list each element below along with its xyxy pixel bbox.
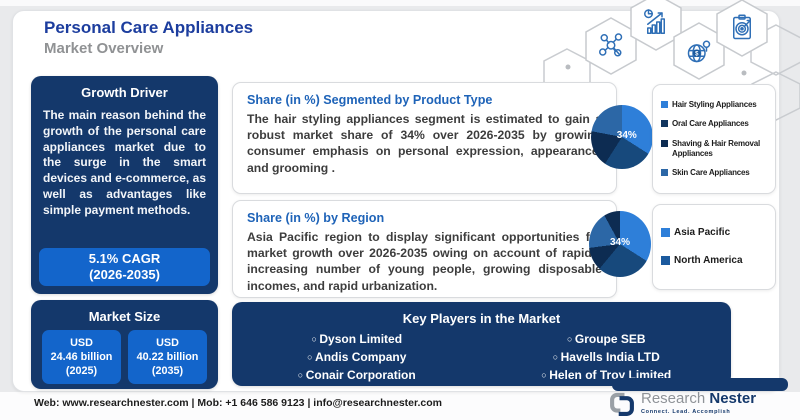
legend-item: Skin Care Appliances <box>661 168 767 178</box>
legend-swatch <box>661 120 668 128</box>
legend-item: Shaving & Hair Removal Appliances <box>661 139 767 159</box>
key-players-title: Key Players in the Market <box>402 311 561 326</box>
legend-label: Hair Styling Appliances <box>672 100 757 110</box>
key-player-item: Conair Corporation <box>232 366 482 384</box>
value-2035: 40.22 billion <box>136 350 199 363</box>
key-player-item: Dyson Limited <box>232 330 482 348</box>
cagr-period: (2026-2035) <box>89 267 160 282</box>
legend-label: Oral Care Appliances <box>672 119 749 129</box>
region-body: Asia Pacific region to display significa… <box>247 230 602 293</box>
logo-accent-bar <box>612 378 788 391</box>
product-type-pie-chart: 34% <box>591 105 653 169</box>
currency-label: USD <box>156 336 179 349</box>
svg-text:$: $ <box>695 52 699 58</box>
research-nester-logo: Research Nester Connect. Lead. Accomplis… <box>608 390 757 417</box>
legend-label: North America <box>674 254 743 266</box>
market-size-2025: USD 24.46 billion (2025) <box>42 330 121 384</box>
logo-brackets-icon <box>610 392 634 416</box>
key-players-column-2: Groupe SEB Havells India LTD Helen of Tr… <box>482 330 732 384</box>
cagr-badge: 5.1% CAGR (2026-2035) <box>39 248 210 286</box>
growth-driver-title: Growth Driver <box>81 85 168 100</box>
region-pie-chart: 34% <box>589 211 651 277</box>
growth-driver-panel: Growth Driver The main reason behind the… <box>31 76 218 294</box>
legend-swatch <box>661 139 668 147</box>
logo-text-research: Research <box>641 390 706 407</box>
legend-swatch <box>661 227 670 237</box>
growth-chart-icon <box>641 7 671 37</box>
product-type-title: Share (in %) Segmented by Product Type <box>247 93 493 107</box>
key-players-panel: Key Players in the Market Dyson Limited … <box>232 302 731 386</box>
legend-swatch <box>661 255 670 265</box>
logo-text-nester: Nester <box>709 390 757 407</box>
pie-percentage-label: 34% <box>609 236 631 248</box>
logo-text: Research Nester <box>641 390 757 408</box>
legend-label: Skin Care Appliances <box>672 167 750 177</box>
year-2025: (2025) <box>65 365 98 378</box>
page-subtitle: Market Overview <box>44 40 164 57</box>
currency-label: USD <box>70 336 93 349</box>
page-title: Personal Care Appliances <box>44 18 254 37</box>
region-legend: Asia Pacific North America <box>652 204 776 290</box>
footer-strip <box>0 392 800 420</box>
legend-item: North America <box>661 255 767 268</box>
market-size-title: Market Size <box>88 309 161 324</box>
target-report-icon <box>727 13 757 43</box>
region-card: Share (in %) by Region Asia Pacific regi… <box>232 200 617 298</box>
year-2035: (2035) <box>151 365 184 378</box>
key-players-column-1: Dyson Limited Andis Company Conair Corpo… <box>232 330 482 384</box>
product-type-body: The hair styling appliances segment is e… <box>247 112 602 175</box>
legend-label: Shaving & Hair Removal Appliances <box>672 138 761 158</box>
market-size-panel: Market Size USD 24.46 billion (2025) USD… <box>31 300 218 389</box>
product-type-card: Share (in %) Segmented by Product Type T… <box>232 82 617 194</box>
product-type-legend: Hair Styling Appliances Oral Care Applia… <box>652 84 776 194</box>
legend-swatch <box>661 101 668 109</box>
key-player-item: Andis Company <box>232 348 482 366</box>
top-margin-strip <box>0 0 800 6</box>
legend-item: Hair Styling Appliances <box>661 100 767 110</box>
cagr-value: 5.1% CAGR <box>88 250 161 266</box>
market-size-values: USD 24.46 billion (2025) USD 40.22 billi… <box>42 330 207 384</box>
key-player-item: Groupe SEB <box>482 330 732 348</box>
pie-percentage-label: 34% <box>616 129 637 141</box>
value-2025: 24.46 billion <box>50 350 113 363</box>
footer-contact: Web: www.researchnester.com | Mob: +1 64… <box>34 397 443 409</box>
logo-tagline: Connect. Lead. Accomplish <box>641 408 731 415</box>
legend-swatch <box>661 168 668 176</box>
market-size-2035: USD 40.22 billion (2035) <box>128 330 207 384</box>
legend-label: Asia Pacific <box>674 226 731 238</box>
network-analysis-icon <box>596 31 626 61</box>
growth-driver-body: The main reason behind the growth of the… <box>43 108 206 217</box>
legend-item: Oral Care Appliances <box>661 119 767 129</box>
key-player-item: Havells India LTD <box>482 348 732 366</box>
legend-item: Asia Pacific <box>661 227 767 240</box>
global-market-icon: $ <box>684 36 714 66</box>
region-title: Share (in %) by Region <box>247 211 385 225</box>
